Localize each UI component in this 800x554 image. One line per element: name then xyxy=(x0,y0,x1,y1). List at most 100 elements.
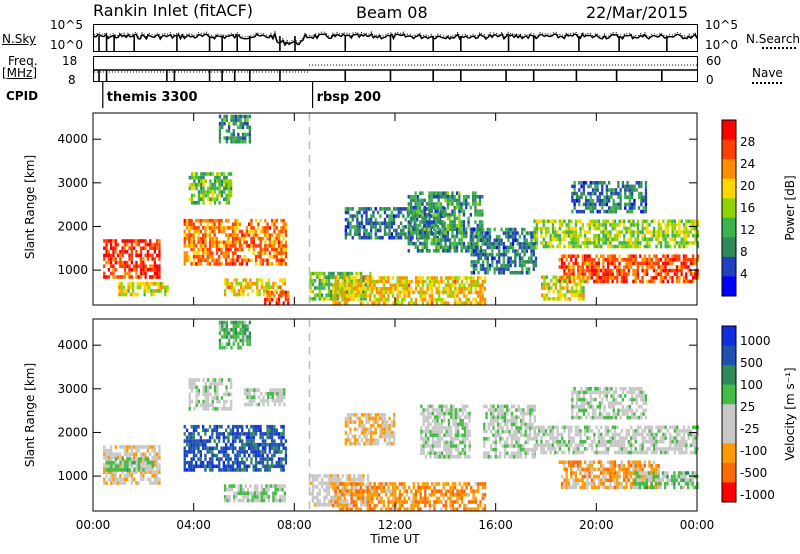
cell-7 xyxy=(327,474,331,478)
cell-15 xyxy=(605,199,608,203)
cell-13 xyxy=(648,279,651,284)
cell-8 xyxy=(380,290,383,295)
cell-6 xyxy=(235,491,238,496)
cell-4 xyxy=(221,345,224,350)
cell-2 xyxy=(277,240,281,245)
cell-2 xyxy=(275,432,278,436)
cell-14 xyxy=(543,282,546,287)
cell-6 xyxy=(232,129,235,133)
cell-8 xyxy=(345,294,349,298)
cell-2 xyxy=(183,453,186,458)
cell-1 xyxy=(137,460,141,465)
cell-0 xyxy=(130,445,133,449)
cell-2 xyxy=(250,435,253,440)
heatmap-cells xyxy=(103,114,699,305)
cell-10 xyxy=(462,223,466,228)
cell-2 xyxy=(211,432,214,436)
cell-2 xyxy=(257,453,260,458)
cell-8 xyxy=(465,301,468,305)
cell-15 xyxy=(573,188,576,192)
cell-2 xyxy=(185,435,189,440)
cell-2 xyxy=(183,218,186,223)
cell-4 xyxy=(230,335,233,339)
cell-2 xyxy=(268,428,271,433)
cell-6 xyxy=(241,132,245,137)
cell-11 xyxy=(482,234,485,239)
cell-2 xyxy=(190,460,193,465)
cell-10 xyxy=(414,205,417,210)
cell-2 xyxy=(271,432,274,436)
cell-13 xyxy=(634,276,637,280)
cell-6 xyxy=(239,121,242,126)
cell-2 xyxy=(234,446,237,451)
cell-8 xyxy=(373,485,376,490)
cell-12 xyxy=(607,241,610,245)
cell-5 xyxy=(268,297,271,302)
cell-4 xyxy=(258,278,261,282)
cell-6 xyxy=(233,495,236,499)
cell-9 xyxy=(393,221,396,226)
cell-3 xyxy=(216,193,219,198)
cell-3 xyxy=(200,186,203,191)
cell-0 xyxy=(114,268,117,272)
cell-4 xyxy=(242,292,245,297)
cell-3 xyxy=(195,172,198,176)
cell-6 xyxy=(237,136,240,140)
cell-8 xyxy=(350,482,353,486)
cell-8 xyxy=(336,503,339,508)
cell-8 xyxy=(387,279,390,284)
cell-2 xyxy=(241,424,244,429)
cell-4 xyxy=(244,331,247,336)
cell-7 xyxy=(311,297,314,301)
cell-12 xyxy=(611,219,614,224)
cell-0 xyxy=(121,250,124,254)
cell-11 xyxy=(523,242,526,246)
cell-5 xyxy=(280,395,284,400)
cell-0 xyxy=(137,253,140,258)
cell-15 xyxy=(640,195,643,199)
cell-13 xyxy=(685,258,688,262)
cell-0 xyxy=(116,260,120,265)
cell-5 xyxy=(283,388,286,392)
cell-3 xyxy=(197,392,201,397)
cell-3 xyxy=(211,396,214,400)
cell-8 xyxy=(433,503,436,508)
cell-4 xyxy=(246,342,249,346)
cell-3 xyxy=(197,175,201,180)
cell-6 xyxy=(244,495,247,499)
cell-0 xyxy=(119,452,122,456)
cell-0 xyxy=(133,246,136,250)
cell-7 xyxy=(325,488,328,493)
cell-5 xyxy=(278,402,281,407)
cell-10 xyxy=(416,209,420,213)
cell-15 xyxy=(631,195,634,199)
cell-7 xyxy=(360,271,363,276)
cell-8 xyxy=(440,276,443,280)
cell-2 xyxy=(271,453,274,458)
cell-9 xyxy=(347,221,350,226)
cell-3 xyxy=(218,201,221,205)
cell-7 xyxy=(360,503,363,507)
cell-15 xyxy=(637,181,641,185)
cell-11 xyxy=(502,242,505,246)
cell-0 xyxy=(105,481,108,485)
cell-4 xyxy=(269,285,273,290)
cell-0 xyxy=(144,452,147,456)
cell-8 xyxy=(481,290,484,295)
cell-8 xyxy=(355,276,358,280)
cell-13 xyxy=(602,272,605,276)
cell-15 xyxy=(626,202,629,207)
cell-2 xyxy=(236,435,239,440)
cell-8 xyxy=(366,301,369,305)
cell-14 xyxy=(570,275,574,279)
cell-2 xyxy=(213,218,216,223)
cell-5 xyxy=(273,399,277,403)
cell-3 xyxy=(213,389,217,393)
cell-10 xyxy=(453,209,456,213)
cell-2 xyxy=(236,432,239,436)
cell-2 xyxy=(188,240,191,245)
cell-7 xyxy=(316,286,319,290)
cell-2 xyxy=(252,453,255,458)
cell-3 xyxy=(197,201,201,205)
cell-8 xyxy=(391,283,395,287)
